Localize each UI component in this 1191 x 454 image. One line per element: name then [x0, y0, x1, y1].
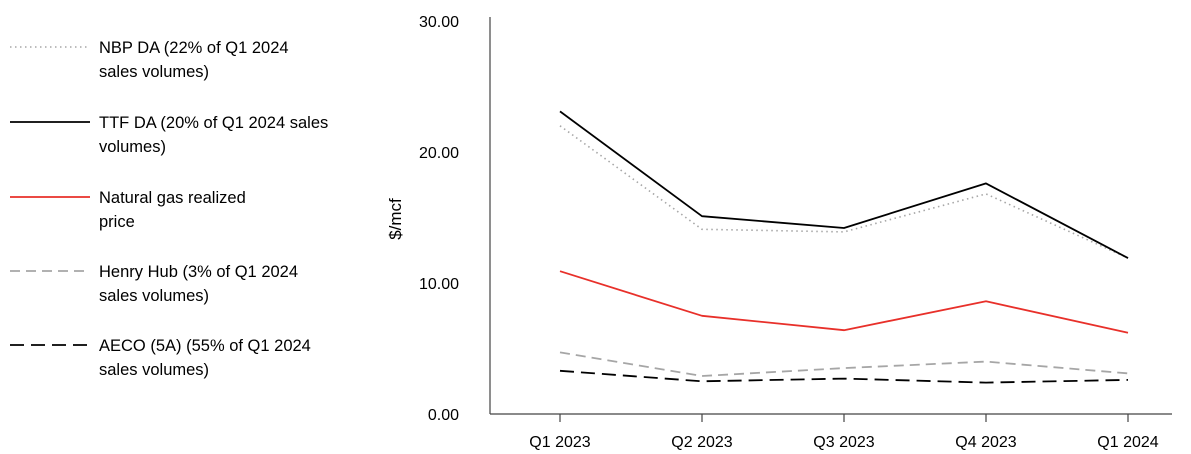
series-line-1: [559, 110, 1129, 259]
legend-label-aeco: AECO (5A) (55% of Q1 2024 sales volumes): [99, 337, 311, 379]
y-axis-label: $/mcf: [386, 198, 405, 240]
legend-item-henry-hub: Henry Hub (3% of Q1 2024 sales volumes): [10, 260, 340, 320]
y-tick-label: 30.00: [419, 14, 459, 31]
x-tick-label: Q1 2024: [1097, 434, 1158, 451]
legend-swatch-aeco: [10, 344, 90, 346]
legend-label-realized-price: Natural gas realized price: [99, 189, 246, 231]
x-tick-label: Q2 2023: [671, 434, 732, 451]
y-tick-label: 10.00: [419, 276, 459, 293]
series-line-3: [559, 351, 1129, 377]
legend-swatch-ttf-da: [10, 121, 90, 123]
legend-item-realized-price: Natural gas realized price: [10, 186, 340, 246]
chart-axes: 0.00 10.00 20.00 30.00 Q1 2023 Q2 2023 Q3 2023…: [386, 14, 1172, 451]
legend-item-nbp-da: NBP DA (22% of Q1 2024 sales volumes): [10, 36, 340, 96]
chart-series: [559, 110, 1129, 384]
y-tick-label: 20.00: [419, 145, 459, 162]
legend-item-aeco: AECO (5A) (55% of Q1 2024 sales volumes): [10, 334, 340, 394]
legend-label-henry-hub: Henry Hub (3% of Q1 2024 sales volumes): [99, 263, 299, 305]
legend-swatch-henry-hub: [10, 270, 90, 272]
legend-label-nbp-da: NBP DA (22% of Q1 2024 sales volumes): [99, 39, 289, 81]
series-line-2: [559, 270, 1129, 334]
x-tick-label: Q3 2023: [813, 434, 874, 451]
legend-swatch-nbp-da: [10, 46, 90, 48]
x-tick-label: Q4 2023: [955, 434, 1016, 451]
legend-label-ttf-da: TTF DA (20% of Q1 2024 sales volumes): [99, 114, 329, 156]
legend-swatch-realized-price: [10, 196, 90, 198]
legend-item-ttf-da: TTF DA (20% of Q1 2024 sales volumes): [10, 111, 340, 171]
y-tick-label: 0.00: [428, 407, 459, 424]
series-line-4: [559, 369, 1129, 384]
series-line-0: [559, 125, 1129, 259]
x-tick-label: Q1 2023: [529, 434, 590, 451]
